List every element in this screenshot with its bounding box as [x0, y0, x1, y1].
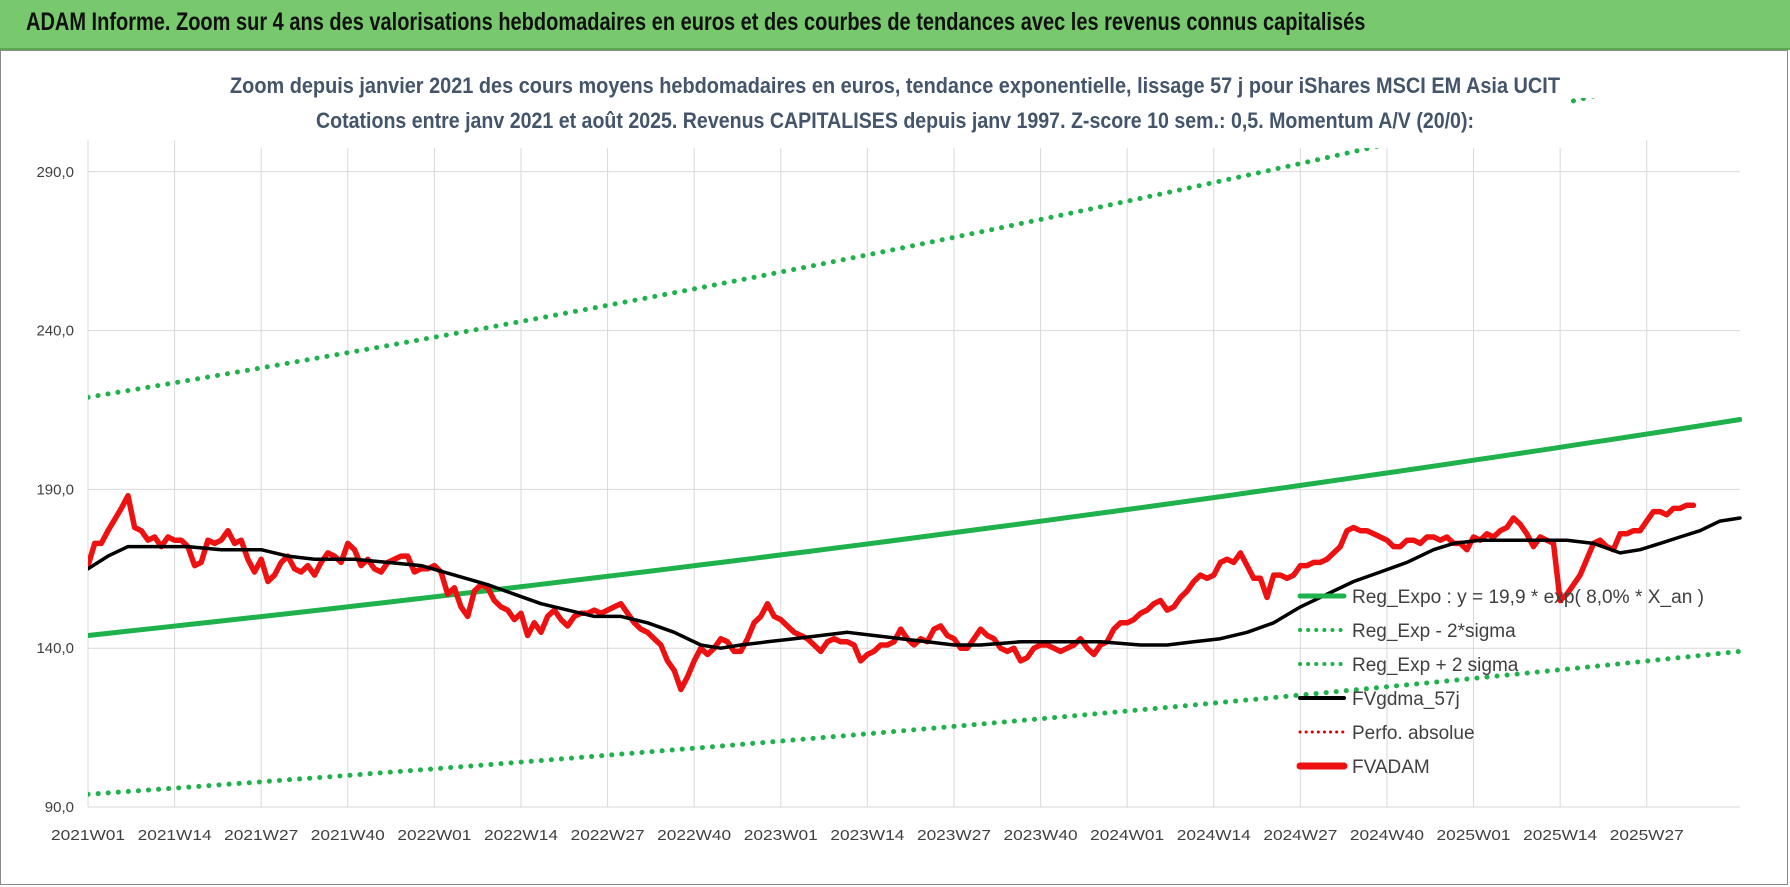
legend-entry-perfo-absolue: Perfo. absolue	[1298, 723, 1475, 744]
series-area	[88, 98, 1742, 797]
y-axis-tick-labels: 90,0 140,0 190,0 240,0 290,0	[36, 164, 74, 816]
x-tick-label: 2021W27	[224, 827, 298, 844]
report-banner-title: ADAM Informe. Zoom sur 4 ans des valoris…	[26, 8, 1366, 36]
x-tick-label: 2023W40	[1004, 827, 1078, 844]
fvgdma-57j-line	[88, 516, 1742, 650]
x-tick-label: 2025W01	[1437, 827, 1511, 844]
legend-label: Reg_Exp - 2*sigma	[1352, 621, 1516, 642]
x-tick-label: 2022W40	[657, 827, 731, 844]
fvadam-line	[88, 492, 1697, 693]
plot-series	[88, 98, 1742, 797]
legend-entry-fvgdma-57j: FVgdma_57j	[1298, 689, 1460, 710]
legend-label: Reg_Exp + 2 sigma	[1352, 655, 1519, 676]
regression-expo-line	[88, 417, 1742, 638]
gridlines	[87, 140, 1740, 808]
legend-label: FVADAM	[1352, 757, 1430, 778]
legend-label: Reg_Expo : y = 19,9 * exp( 8,0% * X_an )	[1352, 587, 1704, 608]
x-tick-label: 2025W14	[1523, 827, 1597, 844]
x-tick-label: 2025W27	[1610, 827, 1684, 844]
chart-title-background	[200, 70, 1570, 148]
x-tick-label: 2022W14	[484, 827, 558, 844]
y-tick-label: 90,0	[45, 799, 74, 816]
legend: Reg_Expo : y = 19,9 * exp( 8,0% * X_an )…	[1296, 587, 1704, 778]
x-tick-label: 2023W14	[830, 827, 904, 844]
legend-label: Perfo. absolue	[1352, 723, 1475, 744]
y-tick-label: 190,0	[36, 481, 74, 498]
x-tick-label: 2021W40	[311, 827, 385, 844]
x-tick-label: 2024W27	[1263, 827, 1337, 844]
report-banner: ADAM Informe. Zoom sur 4 ans des valoris…	[0, 0, 1790, 50]
x-tick-label: 2022W01	[397, 827, 471, 844]
legend-entry-reg-exp-plus-2sigma: Reg_Exp + 2 sigma	[1298, 655, 1519, 676]
y-tick-label: 290,0	[36, 164, 74, 181]
y-tick-label: 240,0	[36, 323, 74, 340]
x-axis-tick-labels: 2021W01 2021W14 2021W27 2021W40 2022W01 2022W…	[51, 827, 1684, 844]
legend-entry-fvadam: FVADAM	[1296, 757, 1430, 778]
x-tick-label: 2023W27	[917, 827, 991, 844]
x-tick-label: 2021W01	[51, 827, 125, 844]
x-tick-label: 2023W01	[744, 827, 818, 844]
legend-label: FVgdma_57j	[1352, 689, 1460, 710]
x-tick-label: 2024W14	[1177, 827, 1251, 844]
chart-subtitle-line-2: Cotations entre janv 2021 et août 2025. …	[316, 108, 1474, 133]
legend-entry-reg-exp-minus-2sigma: Reg_Exp - 2*sigma	[1298, 621, 1516, 642]
chart-title-line-1: Zoom depuis janvier 2021 des cours moyen…	[230, 73, 1561, 98]
x-tick-label: 2021W14	[138, 827, 212, 844]
regression-minus-2sigma-line	[88, 648, 1742, 797]
x-tick-label: 2024W01	[1090, 827, 1164, 844]
y-tick-label: 140,0	[36, 640, 74, 657]
x-tick-label: 2024W40	[1350, 827, 1424, 844]
x-tick-label: 2022W27	[571, 827, 645, 844]
legend-entry-reg-expo: Reg_Expo : y = 19,9 * exp( 8,0% * X_an )	[1297, 587, 1704, 608]
